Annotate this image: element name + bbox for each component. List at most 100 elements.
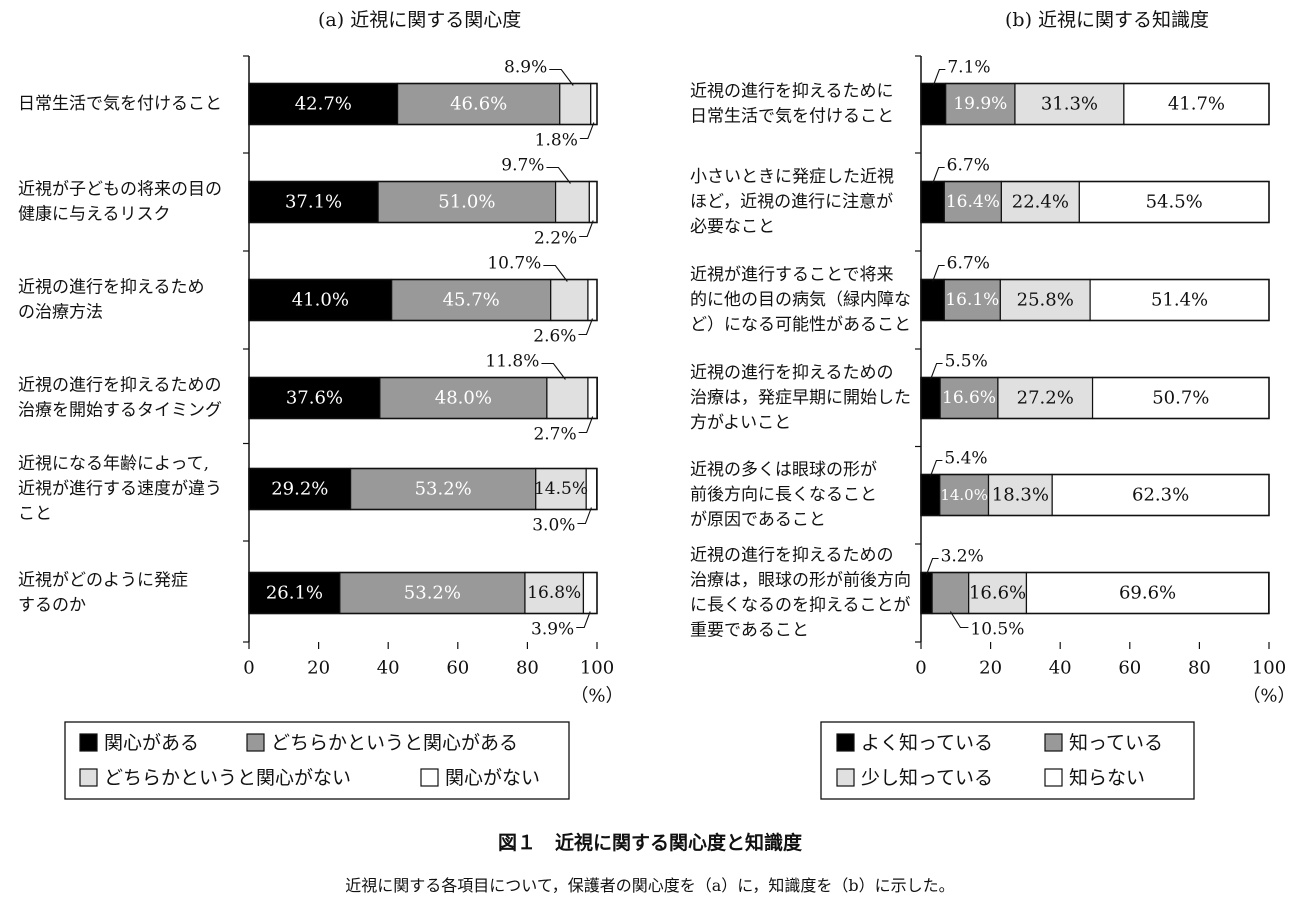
- chart-b-leader-line: [930, 362, 943, 380]
- chart-a-bar-frame: [248, 82, 598, 126]
- chart-b-data-label: 50.7%: [1152, 388, 1209, 409]
- chart-a-leader-line: [543, 264, 568, 282]
- chart-b-category-label: 的に他の目の病気（緑内障な: [690, 290, 911, 310]
- chart-a-bar-2: [377, 180, 557, 224]
- chart-b-bar-1: [920, 180, 945, 224]
- chart-a-x-tick-label: 60: [446, 658, 469, 679]
- chart-a-category-label: するのか: [18, 596, 86, 616]
- chart-a-data-label: 46.6%: [450, 94, 507, 115]
- chart-a-bar-3: [535, 467, 587, 511]
- chart-a-leader-line: [541, 362, 566, 380]
- chart-a-data-label: 26.1%: [266, 583, 323, 604]
- chart-b-x-tick-label: 60: [1118, 658, 1141, 679]
- chart-b-bar-frame: [920, 571, 1270, 615]
- legend-b-swatch: [836, 768, 855, 787]
- chart-b-data-label: 19.9%: [953, 94, 1007, 114]
- chart-a-leader-line: [579, 122, 595, 140]
- chart-b-category-label: ど）になる可能性があること: [690, 315, 911, 335]
- chart-a-bar-3: [546, 376, 589, 420]
- chart-b-data-label: 6.7%: [947, 156, 990, 176]
- chart-a-category-label: 近視の進行を抑えるため: [18, 278, 205, 298]
- chart-a-bar-2: [391, 278, 552, 322]
- chart-b-category-label: 近視が進行することで将来: [690, 265, 894, 285]
- chart-b-data-label: 3.2%: [941, 547, 984, 567]
- legend-a-swatch: [79, 768, 98, 787]
- chart-a-category-label: 近視の進行を抑えるための: [18, 376, 222, 396]
- chart-b-category-label: 近視の進行を抑えるための: [690, 546, 894, 566]
- legend-b-swatch: [1044, 733, 1063, 752]
- chart-a-data-label: 45.7%: [443, 290, 500, 311]
- figure-canvas: (a) 近視に関する関心度 0 20 40 60 80 100 （%） 日常生活で気を付けること…: [18, 9, 1296, 800]
- chart-b-bar-3: [1000, 180, 1080, 224]
- chart-a-data-label: 2.7%: [533, 425, 576, 445]
- chart-a-data-label: 53.2%: [404, 583, 461, 604]
- chart-a-data-label: 8.9%: [504, 58, 547, 78]
- chart-a-bar-3: [559, 82, 592, 126]
- chart-a-x-tick-label: 20: [307, 658, 330, 679]
- figure-caption-subtitle: 近視に関する各項目について，保護者の関心度を（a）に，知識度を（b）に示した。: [345, 876, 955, 895]
- chart-a-category-label: 近視が進行する速度が違う: [18, 479, 222, 499]
- chart-a-category-label: 近視がどのように発症: [18, 571, 188, 591]
- chart-b-x-tick-label: 20: [979, 658, 1002, 679]
- chart-b-data-label: 25.8%: [1017, 290, 1074, 311]
- chart-b-x-tick-label: 0: [915, 658, 926, 679]
- chart-a-data-label: 16.8%: [527, 583, 581, 603]
- chart-a-bar-frame: [248, 467, 598, 511]
- chart-b-bar-2: [939, 376, 999, 420]
- chart-a-leader-line: [578, 416, 594, 434]
- chart-b-category-label: 小さいときに発症した近視: [690, 167, 894, 187]
- chart-a-bar-frame: [248, 571, 598, 615]
- chart-b-data-label: 54.5%: [1146, 192, 1203, 213]
- legend-b-label: 知っている: [1069, 732, 1163, 754]
- chart-a-data-label: 41.0%: [292, 290, 349, 311]
- chart-b-bar-frame: [920, 278, 1270, 322]
- chart-b-data-label: 16.6%: [969, 583, 1026, 604]
- chart-a-category-label: 近視が子どもの将来の目の: [18, 180, 222, 200]
- chart-a-category-label: 近視になる年齢によって,: [18, 454, 209, 474]
- chart-b-bar-1: [920, 82, 947, 126]
- chart-b-category-label: 近視の進行を抑えるために: [690, 82, 894, 102]
- chart-b-bar-frame: [920, 82, 1270, 126]
- chart-a-bar-3: [554, 180, 590, 224]
- figure-caption-title: 図１ 近視に関する関心度と知識度: [497, 832, 802, 854]
- chart-a-data-label: 11.8%: [485, 352, 539, 372]
- chart-b-bar-frame: [920, 376, 1270, 420]
- chart-b-data-label: 27.2%: [1017, 388, 1074, 409]
- chart-b-category-label: 方がよいこと: [690, 413, 791, 433]
- chart-a-data-label: 48.0%: [435, 388, 492, 409]
- chart-a-data-label: 9.7%: [501, 156, 544, 176]
- chart-a-category-label: こと: [18, 504, 52, 524]
- chart-a-data-label: 2.6%: [533, 327, 576, 347]
- chart-a-leader-line: [578, 318, 593, 336]
- chart-b-category-label: 近視の進行を抑えるための: [690, 363, 894, 383]
- chart-a-x-tick-label: 100: [580, 658, 614, 679]
- chart-a-category-label: 健康に与えるリスク: [18, 205, 171, 225]
- chart-b-bar-1: [920, 376, 941, 420]
- chart-b-data-label: 5.4%: [944, 449, 987, 469]
- chart-b-bar-4: [1091, 376, 1270, 420]
- legend-b-label: 知らない: [1069, 767, 1145, 789]
- chart-b-bar-2: [931, 571, 970, 615]
- legend-b-label: 少し知っている: [861, 767, 993, 789]
- chart-a-category-label: の治療方法: [18, 303, 103, 323]
- chart-b-category-label: 前後方向に長くなること: [690, 485, 877, 505]
- chart-a-data-label: 10.7%: [487, 254, 541, 274]
- legend-b-label: よく知っている: [861, 732, 993, 754]
- chart-b-data-label: 6.7%: [947, 254, 990, 274]
- chart-a-bar-1: [248, 180, 379, 224]
- chart-b-category-label: ほど，近視の進行に注意が: [690, 192, 893, 212]
- chart-b-bar-1: [920, 278, 945, 322]
- chart-a-leader-line: [549, 68, 574, 86]
- legend-a-label: どちらかというと関心がない: [104, 767, 351, 789]
- chart-a-bar-4: [582, 571, 598, 615]
- chart-a-data-label: 42.7%: [295, 94, 352, 115]
- chart-a-x-tick-label: 80: [516, 658, 539, 679]
- legend-a-box: [64, 721, 570, 800]
- chart-b-category-label: 重要であること: [690, 621, 809, 641]
- chart-b-bar-frame: [920, 180, 1270, 224]
- chart-a-leader-line: [577, 507, 592, 525]
- chart-b-data-label: 5.5%: [945, 352, 988, 372]
- chart-a-bar-frame: [248, 376, 598, 420]
- chart-a-data-label: 51.0%: [438, 192, 495, 213]
- chart-a-data-label: 3.9%: [531, 620, 574, 640]
